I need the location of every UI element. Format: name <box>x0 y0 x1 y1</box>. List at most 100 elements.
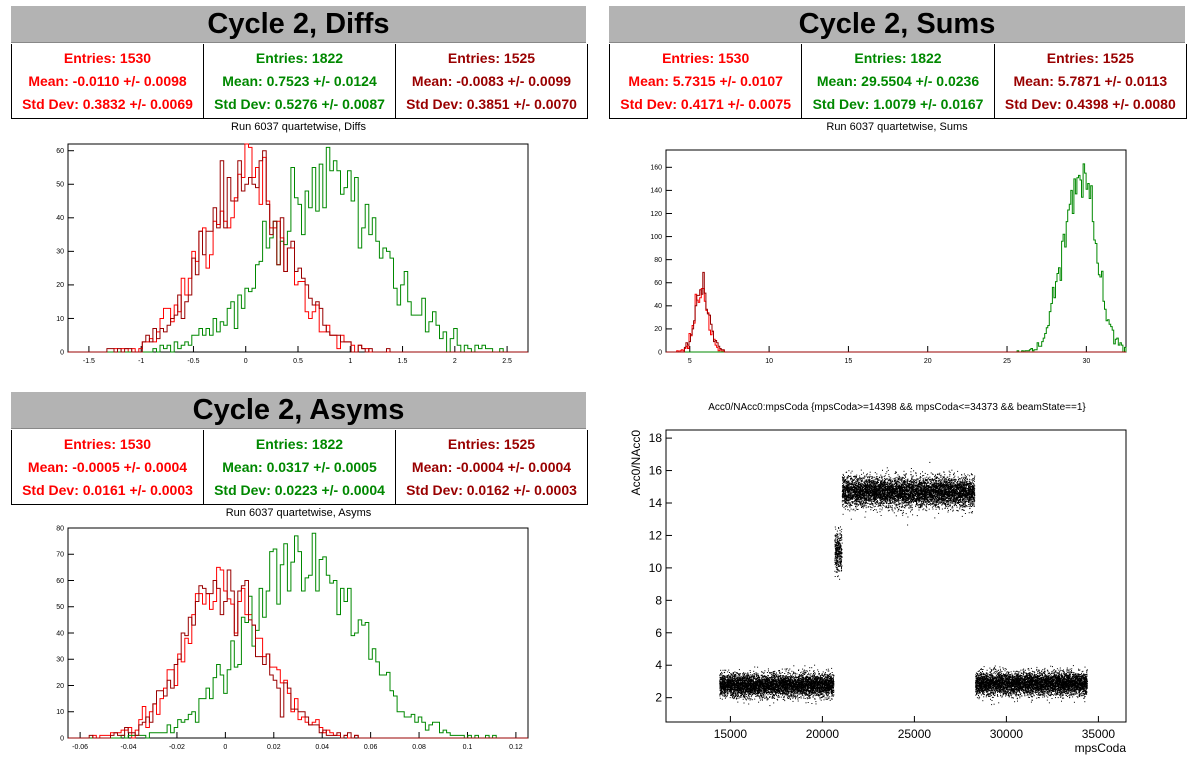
scatter-point <box>764 677 766 679</box>
scatter-point <box>747 698 749 700</box>
scatter-point <box>733 694 734 696</box>
x-tick-label: 0.1 <box>463 744 473 751</box>
scatter-point <box>797 684 799 686</box>
scatter-point <box>781 680 782 682</box>
stat-mean: Mean: 0.0317 +/- 0.0005 <box>222 458 377 475</box>
scatter-point <box>794 696 796 697</box>
scatter-point <box>798 681 800 683</box>
scatter-point <box>829 678 830 680</box>
scatter-point <box>803 672 805 674</box>
scatter-point <box>774 688 776 690</box>
scatter-point <box>756 672 758 674</box>
stat-std: Std Dev: 0.5276 +/- 0.0087 <box>214 96 385 113</box>
scatter-point <box>819 682 821 684</box>
asyms-stats-green: Entries: 1822 Mean: 0.0317 +/- 0.0005 St… <box>204 430 396 504</box>
scatter-point <box>773 675 775 677</box>
scatter-point <box>794 688 796 690</box>
scatter-point <box>785 691 787 693</box>
y-tick-label: 18 <box>649 431 663 445</box>
scatter-point <box>729 680 730 682</box>
scatter-point <box>724 669 726 671</box>
scatter-point <box>814 698 816 700</box>
scatter-point <box>746 682 748 684</box>
scatter-point <box>761 699 763 701</box>
y-tick-label: 40 <box>654 303 662 310</box>
scatter-point <box>802 678 804 680</box>
scatter-point <box>769 677 771 678</box>
scatter-point <box>821 697 822 699</box>
scatter-point <box>827 694 829 696</box>
scatter-point <box>751 690 753 692</box>
x-tick-label: 15 <box>845 358 853 365</box>
scatter-point <box>822 694 824 696</box>
scatter-point <box>811 675 813 677</box>
scatter-point <box>797 698 799 700</box>
scatter-point <box>827 695 829 697</box>
scatter-point <box>773 691 775 693</box>
scatter-point <box>825 691 827 693</box>
scatter-point <box>785 690 787 692</box>
scatter-point <box>736 676 738 678</box>
y-tick-label: 120 <box>650 211 662 218</box>
scatter-point <box>808 698 810 699</box>
scatter-point <box>774 690 776 692</box>
scatter-point <box>828 682 830 684</box>
scatter-point <box>748 680 750 682</box>
scatter-point <box>805 691 807 693</box>
scatter-point <box>759 696 760 698</box>
x-tick-label: 0.02 <box>267 744 281 751</box>
scatter-point <box>821 674 823 676</box>
x-tick-label: 30 <box>1082 358 1090 365</box>
scatter-point <box>775 674 777 676</box>
scatter-point <box>802 674 804 676</box>
scatter-point <box>833 674 835 676</box>
scatter-point <box>780 672 782 674</box>
scatter-point <box>757 693 759 695</box>
scatter-point <box>773 696 775 698</box>
scatter-point <box>814 676 816 678</box>
scatter-point <box>771 691 773 692</box>
scatter-point <box>798 688 800 690</box>
scatter-point <box>729 676 731 678</box>
scatter-point <box>796 690 798 692</box>
scatter-point <box>793 686 795 688</box>
scatter-point <box>735 690 737 692</box>
scatter-point <box>727 671 729 673</box>
scatter-point <box>805 671 807 673</box>
scatter-point <box>805 683 807 685</box>
scatter-point <box>744 687 746 689</box>
y-tick-label: 6 <box>655 626 662 640</box>
y-tick-label: 16 <box>649 464 663 478</box>
scatter-point <box>784 682 786 684</box>
scatter-point <box>738 683 740 685</box>
scatter-point <box>737 675 739 677</box>
scatter-point <box>833 685 835 687</box>
scatter-point <box>764 691 766 693</box>
scatter-point <box>817 693 819 695</box>
scatter-point <box>734 679 736 681</box>
scatter-point <box>776 679 778 681</box>
scatter-point <box>768 689 770 690</box>
scatter-point <box>757 694 759 696</box>
scatter-point <box>828 692 830 694</box>
scatter-point <box>828 682 830 684</box>
scatter-point <box>750 679 752 681</box>
scatter-point <box>817 677 819 679</box>
scatter-point <box>719 676 721 678</box>
scatter-point <box>829 696 831 698</box>
scatter-point <box>831 678 832 680</box>
scatter-point <box>762 692 764 694</box>
scatter-point <box>782 676 784 678</box>
scatter-point <box>825 684 827 686</box>
scatter-point <box>813 690 815 692</box>
scatter-point <box>788 681 790 683</box>
scatter-point <box>774 679 776 681</box>
scatter-point <box>722 695 724 697</box>
scatter-point <box>798 676 800 678</box>
scatter-point <box>766 697 768 698</box>
scatter-point <box>733 673 734 675</box>
scatter-point <box>728 678 730 679</box>
scatter-point <box>819 698 821 700</box>
scatter-point <box>781 679 782 681</box>
scatter-point <box>768 680 770 682</box>
